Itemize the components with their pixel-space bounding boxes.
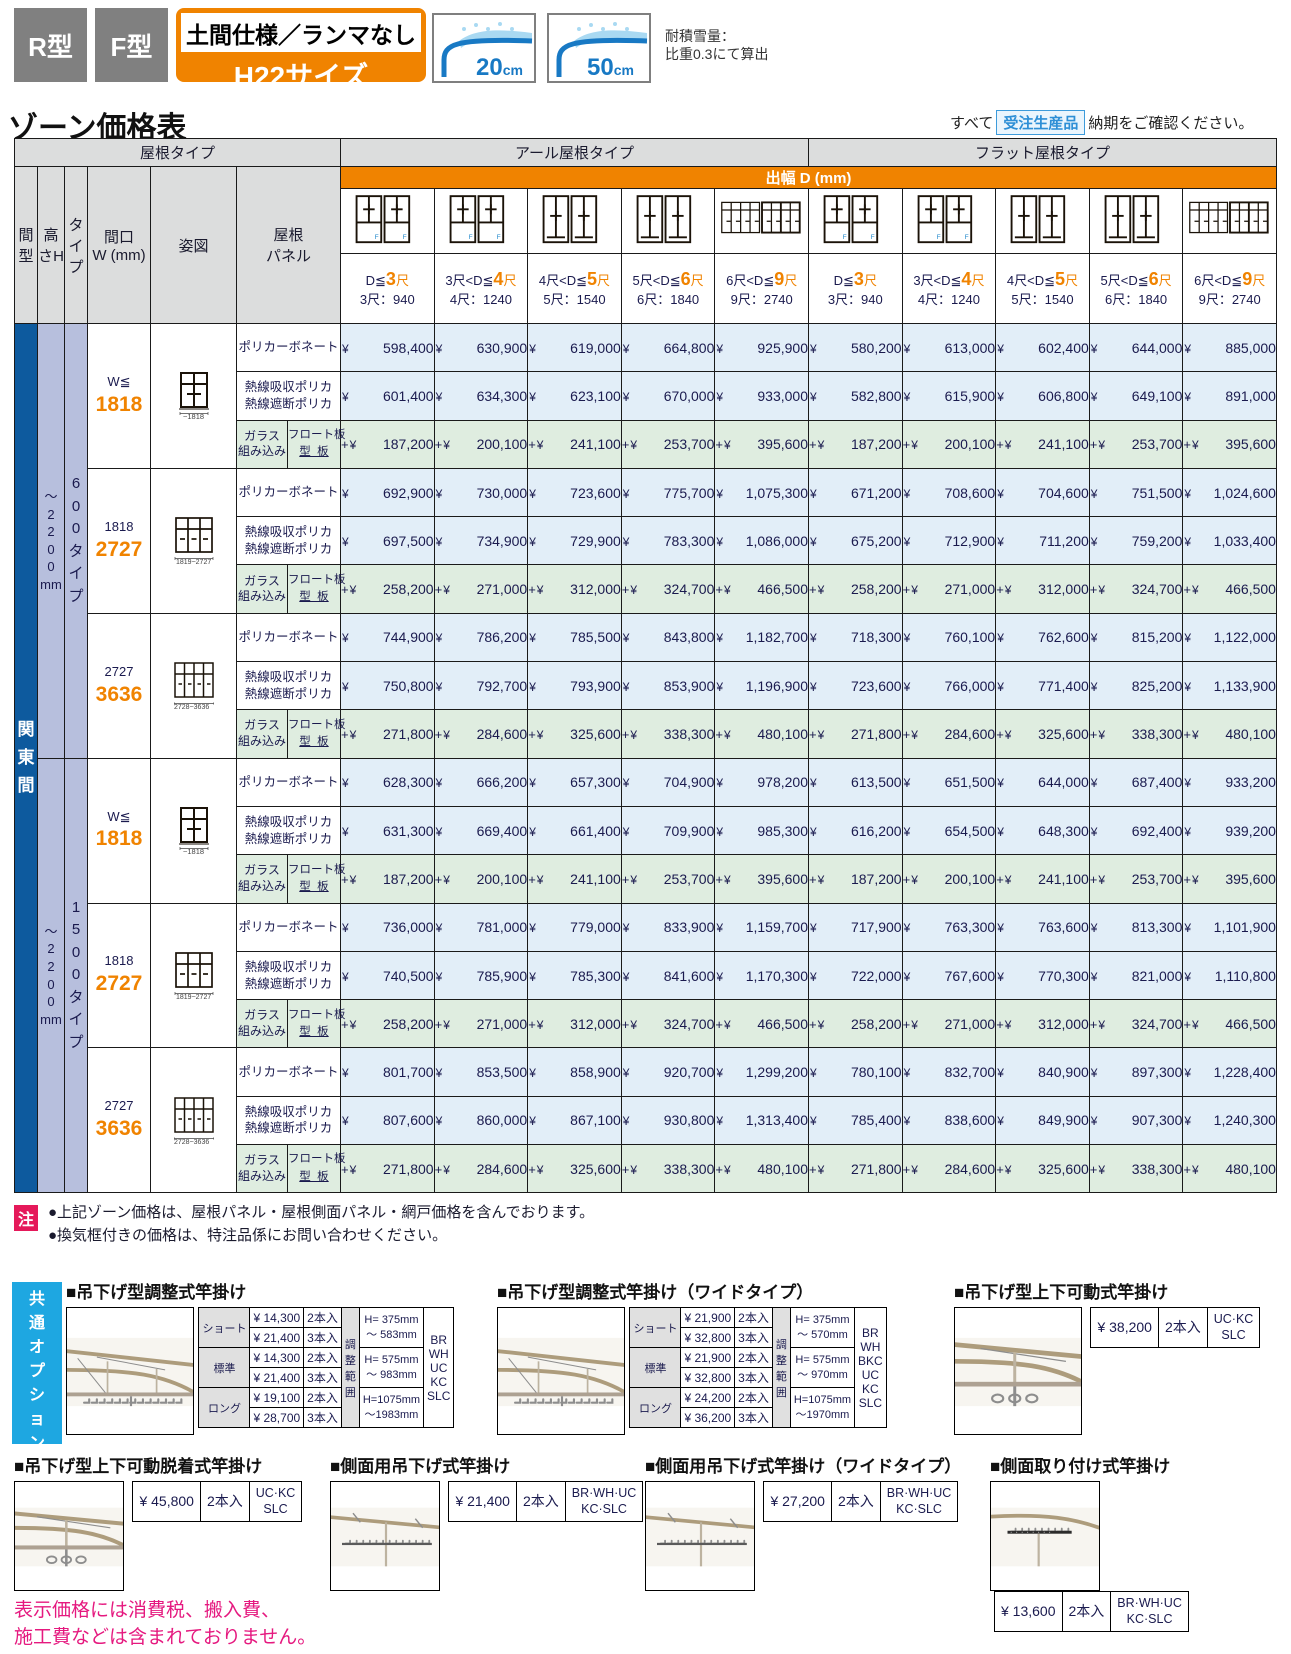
svg-text:F: F [843,233,847,240]
svg-text:F: F [375,233,379,240]
svg-text:2728~3636: 2728~3636 [174,1139,209,1145]
svg-text:F: F [403,233,407,240]
svg-text:F: F [497,233,501,240]
svg-text:F: F [871,233,875,240]
svg-text:F: F [965,233,969,240]
svg-text:~1818: ~1818 [183,847,204,855]
svg-text:~1818: ~1818 [183,412,204,420]
svg-text:F: F [469,233,473,240]
svg-text:1819~2727: 1819~2727 [176,994,211,1000]
svg-text:F: F [937,233,941,240]
svg-text:50cm: 50cm [587,54,634,81]
svg-text:1819~2727: 1819~2727 [176,559,211,565]
svg-text:2728~3636: 2728~3636 [174,704,209,710]
svg-text:20cm: 20cm [476,54,523,81]
